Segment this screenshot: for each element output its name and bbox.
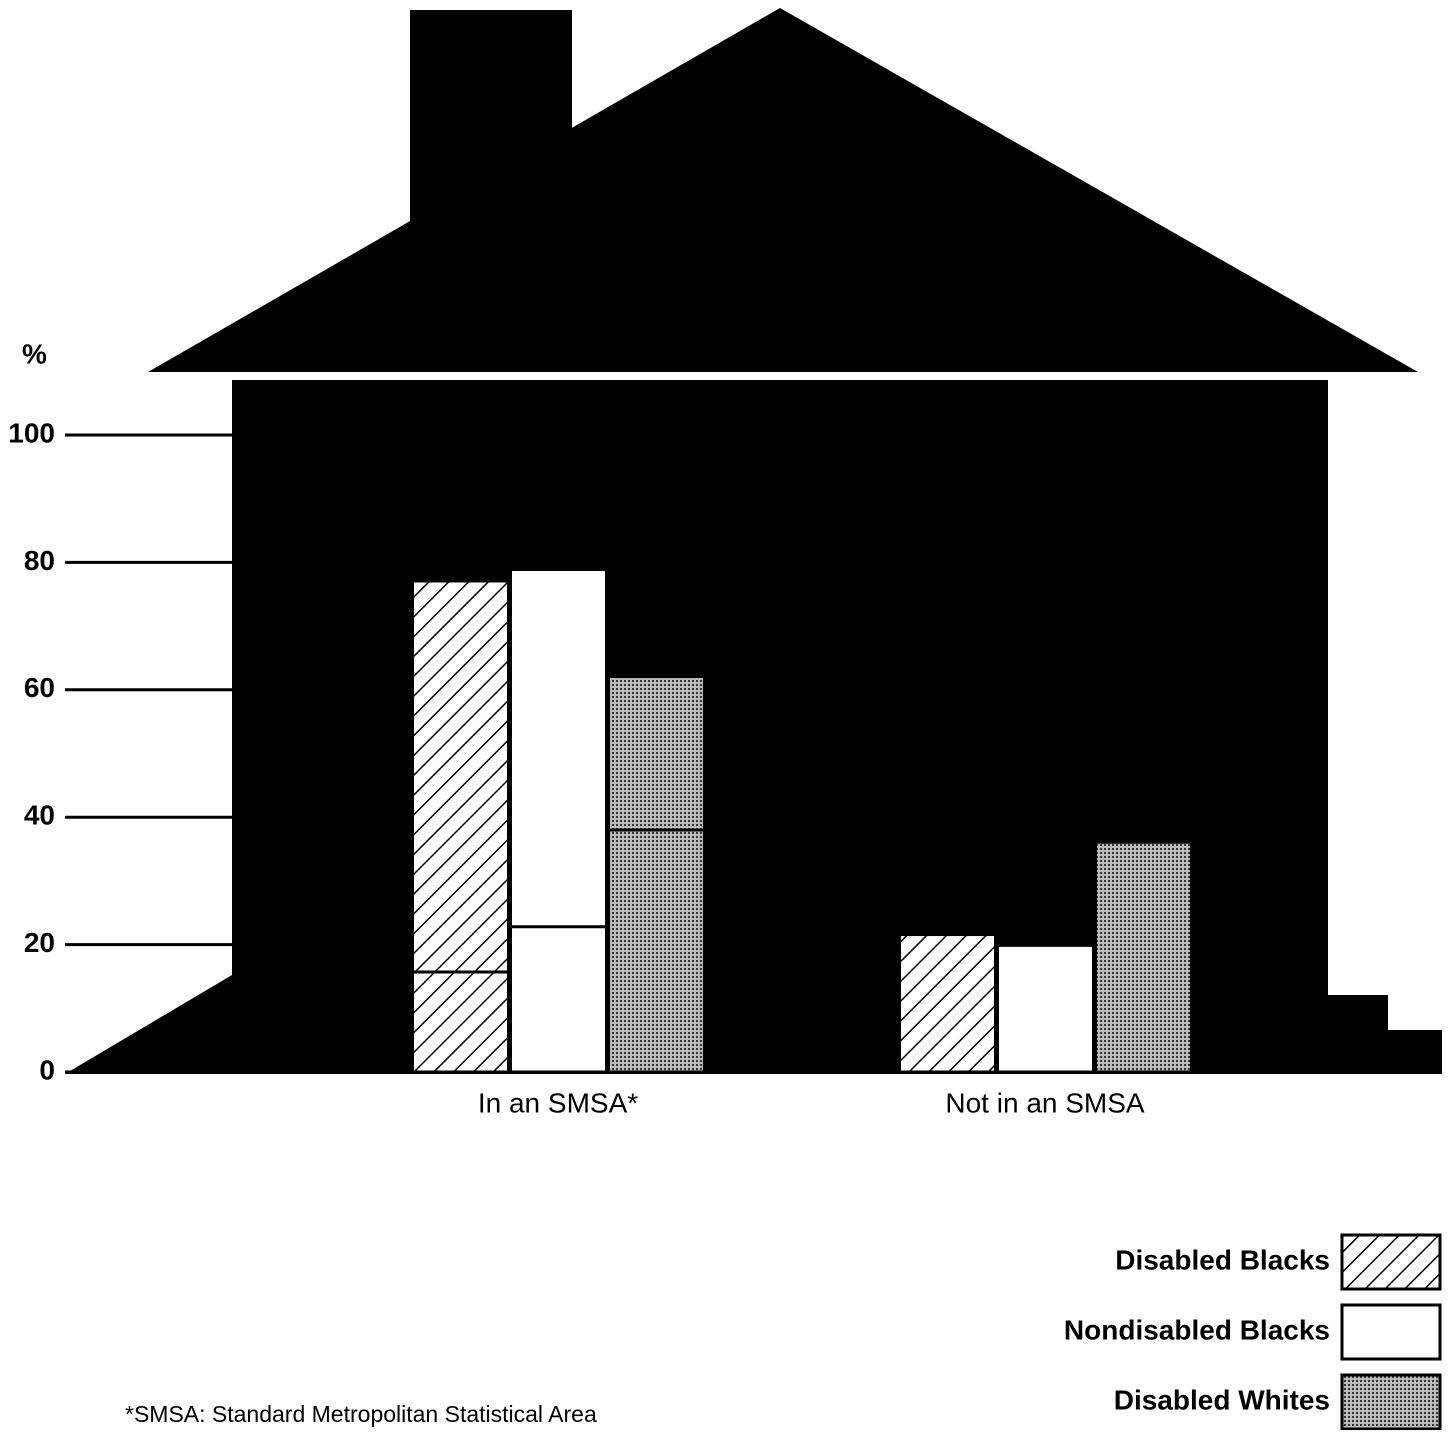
bar [412, 580, 509, 1073]
y-axis-label: % [22, 338, 47, 369]
house-illustration [65, 8, 1442, 1074]
bar [510, 569, 607, 1073]
bar [608, 676, 705, 1073]
y-tick-label: 60 [24, 672, 55, 703]
y-tick-label: 0 [39, 1054, 55, 1085]
y-tick-label: 100 [8, 417, 55, 448]
y-tick-label: 80 [24, 545, 55, 576]
y-tick-label: 20 [24, 927, 55, 958]
x-tick-label: Not in an SMSA [945, 1087, 1145, 1118]
bar [1095, 841, 1192, 1073]
footnote: *SMSA: Standard Metropolitan Statistical… [125, 1401, 597, 1427]
legend-swatch [1340, 1303, 1442, 1361]
legend-label: Nondisabled Blacks [1064, 1314, 1330, 1345]
legend-label: Disabled Blacks [1115, 1244, 1330, 1275]
bar [899, 934, 996, 1073]
x-tick-label: In an SMSA* [478, 1087, 638, 1118]
legend-label: Disabled Whites [1114, 1384, 1330, 1415]
bar [997, 944, 1094, 1074]
legend-swatch [1340, 1233, 1442, 1291]
legend-swatch [1340, 1373, 1442, 1431]
y-tick-label: 40 [24, 800, 55, 831]
